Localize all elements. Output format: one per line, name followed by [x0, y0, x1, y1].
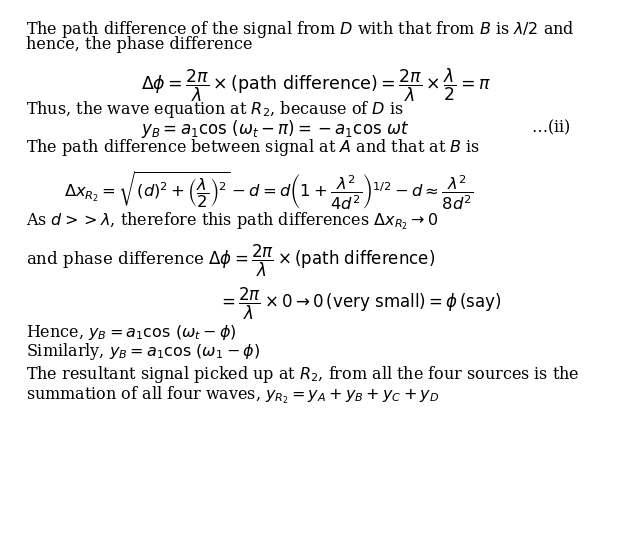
Text: The path difference of the signal from $D$ with that from $B$ is $\lambda/2$ and: The path difference of the signal from $…: [26, 19, 574, 40]
Text: Thus, the wave equation at $R_2$, because of $D$ is: Thus, the wave equation at $R_2$, becaus…: [26, 99, 403, 120]
Text: $\Delta\phi = \dfrac{2\pi}{\lambda} \times \mathrm{(path\ difference)} = \dfrac{: $\Delta\phi = \dfrac{2\pi}{\lambda} \tim…: [141, 66, 491, 104]
Text: The path difference between signal at $A$ and that at $B$ is: The path difference between signal at $A…: [26, 137, 480, 158]
Text: $\ldots$(ii): $\ldots$(ii): [531, 118, 571, 137]
Text: hence, the phase difference: hence, the phase difference: [26, 36, 252, 53]
Text: summation of all four waves, $y_{R_2} = y_A + y_B + y_C + y_D$: summation of all four waves, $y_{R_2} = …: [26, 385, 439, 406]
Text: $\Delta x_{R_2} = \sqrt{(d)^2 + \left(\dfrac{\lambda}{2}\right)^2} - d = d\left(: $\Delta x_{R_2} = \sqrt{(d)^2 + \left(\d…: [64, 169, 474, 212]
Text: $= \dfrac{2\pi}{\lambda} \times 0 \rightarrow 0\,\mathrm{(very\ small)} = \phi\,: $= \dfrac{2\pi}{\lambda} \times 0 \right…: [218, 285, 501, 322]
Text: As $d >> \lambda$, therefore this path differences $\Delta x_{R_2} \rightarrow 0: As $d >> \lambda$, therefore this path d…: [26, 211, 438, 232]
Text: Similarly, $y_B = a_1 \cos\,(\omega_1 - \phi)$: Similarly, $y_B = a_1 \cos\,(\omega_1 - …: [26, 341, 260, 362]
Text: $y_B = a_1 \cos\,(\omega_t - \pi) = -a_1 \cos\,\omega t$: $y_B = a_1 \cos\,(\omega_t - \pi) = -a_1…: [141, 118, 409, 140]
Text: and phase difference $\Delta\phi = \dfrac{2\pi}{\lambda} \times \mathrm{(path\ d: and phase difference $\Delta\phi = \dfra…: [26, 243, 435, 279]
Text: Hence, $y_B = a_1 \cos\,(\omega_t - \phi)$: Hence, $y_B = a_1 \cos\,(\omega_t - \phi…: [26, 323, 236, 342]
Text: The resultant signal picked up at $R_2$, from all the four sources is the: The resultant signal picked up at $R_2$,…: [26, 364, 579, 385]
